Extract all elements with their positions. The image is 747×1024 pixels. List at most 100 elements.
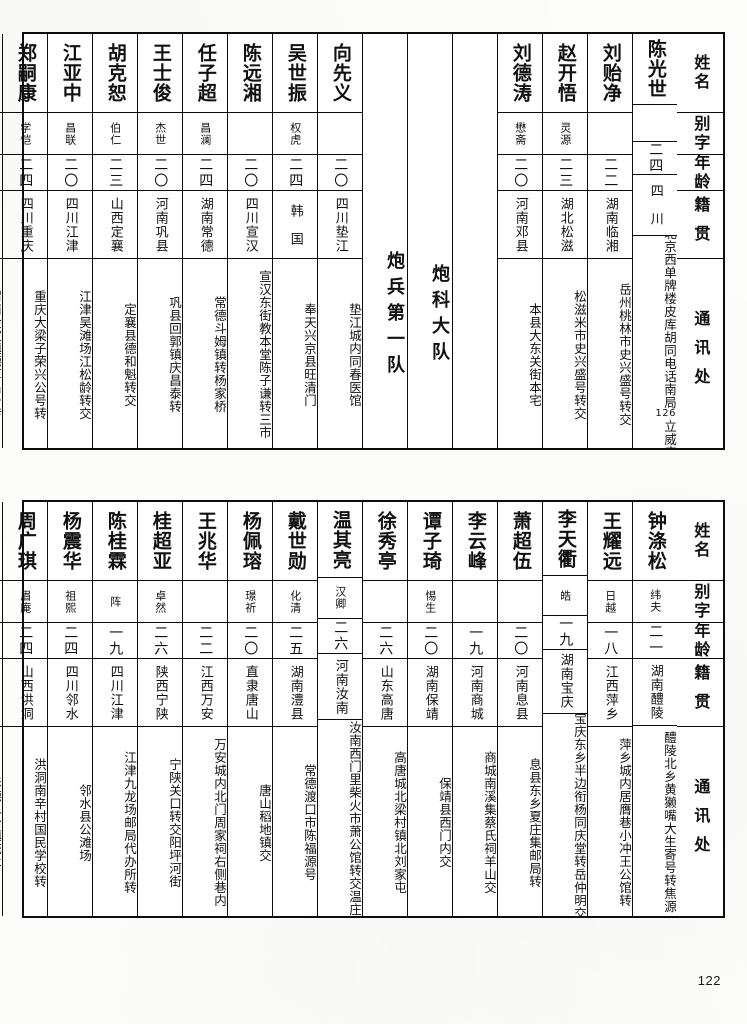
person-name: 赵开悟 — [554, 43, 577, 103]
person-name: 江亚中 — [59, 43, 82, 103]
person-alias — [228, 112, 272, 154]
person-age: 二一 — [0, 622, 2, 658]
person-address: 萍乡城内居膺巷小冲王公馆转 — [588, 726, 632, 916]
person-name: 桂超亚 — [149, 511, 172, 571]
person-origin: 江西萍乡 — [588, 658, 632, 726]
person-record-column: 谭子琦 惕生 二〇 湖南保靖 保靖县西门内交 — [407, 502, 452, 916]
person-record-column: 李天衢皓一九 湖南宝庆 宝庆东乡半边衔杨同庆堂转岳仲明交 — [542, 502, 587, 916]
person-record-column: 杨震华 祖熙 二四 四川邻水 邻水县公滩场 — [47, 502, 92, 916]
person-address: 垫江城内同春医馆 — [318, 258, 362, 448]
group-label-column: 炮兵第一队 — [362, 34, 407, 448]
person-alias: 卓然 — [138, 580, 182, 622]
person-record-column: 徐秀亭 二六 山东高唐 高唐城北梁村镇北刘家屯 — [362, 502, 407, 916]
person-age: 二三 — [93, 154, 137, 190]
row-label-column: 姓名 别字 年龄 籍贯 通讯处 — [677, 502, 723, 916]
group-label: 炮科大队 — [429, 264, 450, 368]
person-record-column: 桂超亚 卓然 二六 陕西宁陕 宁陕关口转交阳坪河街 — [137, 502, 182, 916]
person-origin: 湖南临湘 — [588, 190, 632, 258]
person-record-column: 刘贻净 二二 湖南临湘 岳州桃林市史兴盛号转交 — [587, 34, 632, 448]
person-address: 重庆大梁子荣兴公号转 — [3, 258, 47, 448]
row-label-name: 姓名 — [691, 54, 711, 92]
person-origin: 四川江津 — [93, 658, 137, 726]
person-age: 一九 — [453, 622, 497, 658]
person-origin: 湖北松滋 — [543, 190, 587, 258]
person-age: 二四 — [3, 622, 47, 658]
person-origin: 直隶唐山 — [228, 658, 272, 726]
person-age: 一九 — [543, 614, 587, 649]
person-name: 刘贻净 — [599, 43, 622, 103]
person-name: 戴世勋 — [284, 511, 307, 571]
person-age: 二三 — [543, 154, 587, 190]
person-name: 萧超伍 — [509, 511, 532, 571]
person-origin: 四川垫江 — [318, 190, 362, 258]
person-age: 二四 — [3, 154, 47, 190]
person-alias: 杰世 — [138, 112, 182, 154]
person-address: 汝南西门里柴火市萧公馆转交温庄 — [318, 718, 362, 916]
person-record-column: 胡克恕 伯仁 二三 山西定襄 定襄县德和魁转交 — [92, 34, 137, 448]
person-address: 江津九龙场邮局代办所转 — [93, 726, 137, 916]
person-alias: 伯仁 — [93, 112, 137, 154]
person-alias — [453, 580, 497, 622]
spacer-cell — [453, 34, 497, 448]
person-record-column: 王兆华 二二 江西万安 万安城内北门周家祠右侧巷内 — [182, 502, 227, 916]
person-alias: 灵源 — [543, 112, 587, 154]
person-record-column: 戴世勋 化清 二五 湖南澧县 常德渡口市陈福源号 — [272, 502, 317, 916]
person-address: 巩县回郭镇庆昌泰转 — [138, 258, 182, 448]
person-alias: 权虎 — [273, 112, 317, 154]
person-origin: 湖南澧县 — [273, 658, 317, 726]
person-age: 二四 — [273, 154, 317, 190]
person-alias: 昌澜 — [183, 112, 227, 154]
row-label-origin: 籍贯 — [677, 190, 723, 258]
page-number: 122 — [697, 973, 721, 988]
person-record-column: 任子超 昌澜 二四 湖南常德 常德斗姆镇转杨家桥 — [182, 34, 227, 448]
roster-table-top: 姓名 别字 年龄 籍贯 通讯处 陈光世 二四四 川北京西单牌楼皮库胡同电话南局 126 立威府刘… — [0, 32, 725, 450]
person-name: 郑嗣康 — [14, 43, 37, 103]
person-address: 高唐城北梁村镇北刘家屯 — [363, 726, 407, 916]
address-digits: 126 — [655, 408, 676, 420]
person-record-column: 温其亮 汉卿 二六 河南汝南 汝南西门里柴火市萧公馆转交温庄 — [317, 502, 362, 916]
person-record-column: 陈桂霖阵一九 四川江津 江津九龙场邮局代办所转 — [92, 502, 137, 916]
person-record-column: 来世升庆丰二一河南安阳彰德水冶镇统永 — [0, 502, 2, 916]
person-name: 李云峰 — [464, 511, 487, 571]
roster-table-bottom: 姓名 别字 年龄 籍贯 通讯处 钟涤松 纬夫 二一 湖南醴陵 醴陵北乡黄獭嘴大生寄号转焦源 王耀远日… — [0, 500, 725, 918]
person-alias: 汉卿 — [318, 577, 362, 618]
person-record-column: 郑嗣康 学恺 二四 四川重庆 重庆大梁子荣兴公号转 — [2, 34, 47, 448]
person-name: 王耀远 — [599, 511, 622, 571]
person-name: 胡克恕 — [104, 43, 127, 103]
person-alias: 惕生 — [408, 580, 452, 622]
person-alias: 懋斋 — [498, 112, 542, 154]
person-address: 宁陕关口转交阳坪河街 — [138, 726, 182, 916]
person-record-column: 萧超伍 二〇 河南息县 息县东乡夏庄集邮局转 — [497, 502, 542, 916]
person-address: 宝庆东乡半边衔杨同庆堂转岳仲明交 — [543, 712, 587, 916]
person-age: 二一 — [633, 621, 677, 658]
person-alias: 祖熙 — [48, 580, 92, 622]
person-address: 息县东乡夏庄集邮局转 — [498, 726, 542, 916]
person-alias: 眉庵 — [3, 580, 47, 622]
person-address: 岳州桃林市史兴盛号转交 — [588, 258, 632, 448]
person-address: 北京西单牌楼皮库胡同电话南局 126 立威府 — [633, 234, 677, 448]
person-age: 二〇 — [408, 622, 452, 658]
person-origin: 陕西渭南 — [0, 190, 2, 258]
person-record-column: 王士俊 杰世 二〇 河南巩县 巩县回郭镇庆昌泰转 — [137, 34, 182, 448]
person-origin: 湖南醴陵 — [633, 657, 677, 726]
person-age: 二四 — [633, 141, 677, 174]
person-alias — [318, 112, 362, 154]
person-alias: 皓 — [543, 575, 587, 615]
person-origin: 河南安阳 — [0, 658, 2, 726]
person-age: 二〇 — [498, 154, 542, 190]
person-origin: 陕西宁陕 — [138, 658, 182, 726]
person-record-column: 刘德涛 懋斋 二〇 河南邓县 本县大东关街本宅 — [497, 34, 542, 448]
person-age: 二〇 — [498, 622, 542, 658]
person-origin: 湖南宝庆 — [543, 648, 587, 713]
person-origin: 四川邻水 — [48, 658, 92, 726]
person-alias — [588, 112, 632, 154]
person-address: 江津吴滩场江松龄转交 — [48, 258, 92, 448]
person-record-column: 陈远湘 二〇 四川宣汉 宣汉东街教本堂陈子谦转三市 — [227, 34, 272, 448]
person-origin: 四川重庆 — [3, 190, 47, 258]
person-origin: 湖南常德 — [183, 190, 227, 258]
person-alias: 化清 — [273, 580, 317, 622]
row-label-address: 通讯处 — [677, 726, 723, 916]
person-age: 一八 — [588, 622, 632, 658]
person-alias — [183, 580, 227, 622]
person-alias: 庆丰 — [0, 580, 2, 622]
